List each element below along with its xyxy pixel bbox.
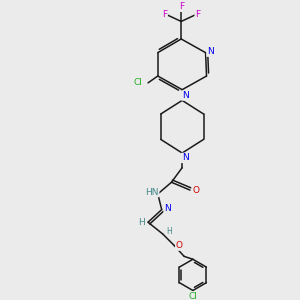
Text: N: N — [164, 204, 171, 213]
Text: N: N — [182, 153, 188, 162]
Text: O: O — [176, 241, 183, 250]
Text: N: N — [182, 91, 188, 100]
Text: F: F — [162, 10, 167, 19]
Text: N: N — [207, 47, 214, 56]
Text: HN: HN — [145, 188, 159, 196]
Text: Cl: Cl — [134, 78, 143, 87]
Text: F: F — [178, 2, 184, 11]
Text: H: H — [167, 226, 172, 236]
Text: Cl: Cl — [188, 292, 197, 300]
Text: H: H — [138, 218, 145, 227]
Text: F: F — [195, 10, 200, 19]
Text: O: O — [192, 186, 199, 195]
